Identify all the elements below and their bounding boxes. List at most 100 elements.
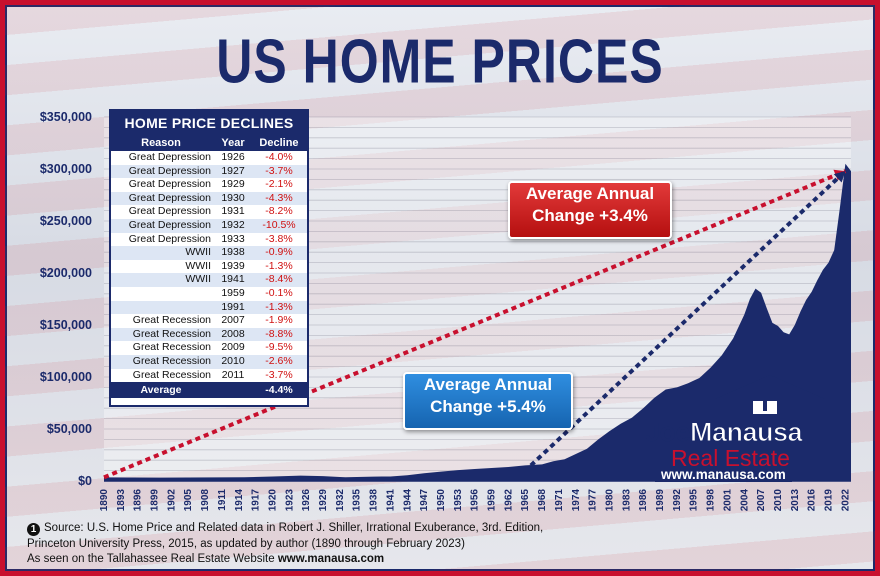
callout-red: Average Annual Change +3.4% (508, 181, 672, 239)
table-cell-reason (111, 301, 215, 315)
table-row: WWII 1941 -8.4% (111, 273, 307, 287)
x-tick-label: 1995 (689, 489, 700, 512)
house-icon (715, 375, 825, 419)
price-area (104, 163, 851, 482)
x-tick-label: 1983 (621, 489, 632, 512)
x-tick-label: 1998 (706, 489, 717, 512)
chart-title: US HOME PRICES (216, 26, 664, 97)
table-cell-reason: WWII (185, 246, 211, 259)
table-row: Great Depression 1931 -8.2% (111, 205, 307, 219)
table-cell-reason: Great Depression (128, 191, 211, 204)
x-tick-label: 1992 (672, 489, 683, 512)
logo-name-first: Joe (645, 417, 691, 447)
y-tick-label: $150,000 (40, 318, 92, 332)
table-row: Great Depression 1927 -3.7% (111, 164, 307, 179)
table-cell-year: 1929 (221, 178, 245, 191)
footer-line1-text: Source: U.S. Home Price and Related data… (44, 522, 544, 534)
table-row: WWII 1938 -0.9% (111, 246, 307, 260)
table-cell-year: 2008 (221, 327, 245, 340)
table-cell-decline: -1.3% (265, 259, 293, 272)
footer-link[interactable]: www.manausa.com (277, 553, 385, 565)
x-tick-label: 1944 (402, 489, 413, 512)
table-cell-reason: Great Recession (132, 354, 211, 367)
declines-table: HOME PRICE DECLINES Reason Year Decline … (109, 109, 309, 407)
table-cell-year: 1926 (221, 151, 245, 163)
trend-arrowhead (833, 171, 846, 183)
table-row: WWII 1939 -1.3% (111, 260, 307, 274)
table-cell-year: 1931 (221, 205, 245, 218)
table-cell-reason: Great Depression (128, 218, 211, 231)
table-cell-decline: -1.3% (265, 300, 293, 313)
table-cell-decline: -0.1% (265, 286, 293, 299)
footer-line3: As seen on the Tallahassee Real Estate W… (27, 552, 543, 568)
trend-lines (103, 169, 847, 480)
x-tick-label: 2013 (790, 489, 801, 512)
table-cell-year: 1959 (221, 286, 245, 299)
x-tick-label: 1923 (284, 489, 295, 512)
logo: JoeManausa Real Estate www.manausa.com (645, 371, 845, 483)
x-tick-label: 1989 (655, 489, 666, 512)
table-cell-decline: -4.0% (265, 151, 293, 163)
series-area (104, 163, 851, 482)
x-tick-label: 2016 (807, 489, 818, 512)
table-cell-reason: Great Depression (128, 178, 211, 191)
x-axis: 1890 1893 1896 1899 1902 1905 1908 1911 1914 1917… (99, 480, 851, 512)
table-row: Great Depression 1926 -4.0% (111, 151, 307, 165)
table-cell-decline: -1.9% (265, 314, 293, 327)
x-tick-label: 1962 (503, 489, 514, 512)
x-tick-label: 1902 (166, 489, 177, 512)
source-footer: 1 Source: U.S. Home Price and Related dat… (27, 521, 543, 568)
x-tick-label: 1899 (150, 489, 161, 512)
callout-blue-line2: Change +5.4% (430, 397, 546, 416)
header-year: Year (221, 137, 245, 149)
table-row: Great Depression 1929 -2.1% (111, 178, 307, 192)
table-cell-reason: WWII (185, 259, 211, 272)
x-tick-label: 1929 (318, 489, 329, 512)
x-tick-label: 1932 (335, 489, 346, 512)
table-cell-year: 1938 (221, 246, 245, 259)
average-spacer (215, 382, 251, 398)
x-tick-label: 1971 (554, 489, 565, 512)
table-cell-decline: -8.2% (265, 205, 293, 218)
logo-subtitle: Real Estate (671, 445, 790, 471)
logo-name: JoeManausa (645, 417, 804, 448)
x-tick-label: 1980 (604, 489, 615, 512)
x-tick-label: 1938 (369, 489, 380, 512)
table-row: Great Depression 1932 -10.5% (111, 218, 307, 233)
callout-blue-line1: Average Annual (423, 375, 553, 394)
table-cell-year: 2009 (221, 341, 245, 354)
x-tick-label: 1896 (133, 489, 144, 512)
x-tick-label: 2010 (773, 489, 784, 512)
note-number-icon: 1 (27, 523, 40, 536)
table-row: Great Recession 2007 -1.9% (111, 314, 307, 328)
table-cell-decline: -4.3% (265, 191, 293, 204)
table-row: Great Recession 2009 -9.5% (111, 341, 307, 355)
x-tick-label: 1953 (453, 489, 464, 512)
table-cell-year: 2007 (221, 314, 245, 327)
average-label: Average (140, 384, 182, 397)
x-tick-label: 2001 (722, 489, 733, 512)
table-cell-year: 2011 (221, 368, 245, 381)
y-tick-label: $100,000 (40, 370, 92, 384)
x-tick-label: 1986 (638, 489, 649, 512)
table-cell-decline: -8.8% (265, 327, 293, 340)
table-row: Great Recession 2010 -2.6% (111, 354, 307, 369)
header-decline: Decline (259, 137, 299, 149)
x-tick-label: 1917 (251, 489, 262, 512)
table-row: Great Depression 1933 -3.8% (111, 233, 307, 247)
logo-url: www.manausa.com (655, 467, 792, 482)
table-cell-reason: Great Depression (128, 232, 211, 245)
table-cell-decline: -3.7% (265, 368, 293, 381)
table-cell-year: 1930 (221, 191, 245, 204)
callout-red-line2: Change +3.4% (532, 206, 648, 225)
x-tick-label: 1965 (520, 489, 531, 512)
x-tick-label: 2019 (824, 489, 835, 512)
x-tick-label: 1935 (352, 489, 363, 512)
y-tick-label: $300,000 (40, 162, 92, 176)
y-tick-label: $250,000 (40, 214, 92, 228)
x-tick-label: 1941 (385, 489, 396, 512)
x-tick-label: 1977 (588, 489, 599, 512)
logo-name-last: Manausa (690, 417, 804, 448)
footer-line1: 1 Source: U.S. Home Price and Related dat… (27, 521, 543, 537)
y-tick-label: $350,000 (40, 110, 92, 124)
